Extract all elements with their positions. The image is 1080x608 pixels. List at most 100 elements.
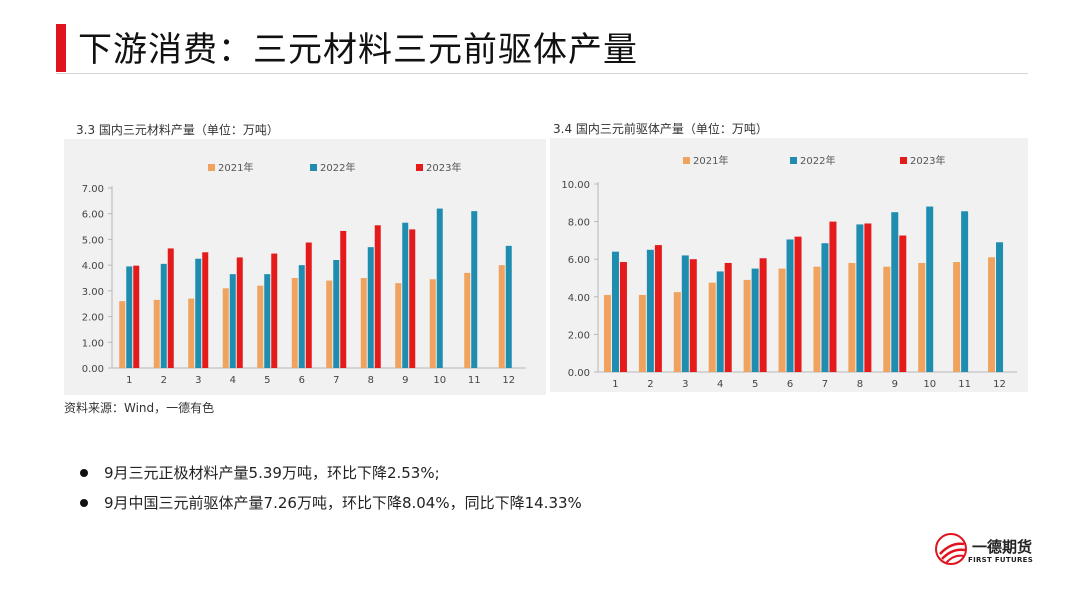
bar [953, 262, 961, 372]
bar [133, 265, 140, 368]
y-tick-label: 4.00 [82, 261, 104, 272]
legend-label: 2022年 [800, 154, 835, 167]
bar [786, 239, 794, 372]
bar [794, 236, 802, 372]
legend-label: 2023年 [910, 154, 945, 167]
bar [305, 242, 312, 368]
chart-panel-right: 0.00 2.00 4.00 6.00 8.00 10.00 1 2 3 4 5 6 7 8 9 10 11 12… [550, 138, 1028, 392]
bar [395, 283, 402, 368]
bar [126, 266, 133, 368]
x-tick-label: 3 [195, 375, 201, 386]
x-tick-label: 10 [433, 375, 446, 386]
bullet-dot-icon [80, 469, 88, 477]
bullet-text: 9月中国三元前驱体产量7.26万吨，环比下降8.04%，同比下降14.33% [104, 494, 582, 512]
company-logo: 一德期货 FIRST FUTURES [934, 532, 1034, 576]
bar [603, 294, 611, 372]
title-accent-bar [56, 24, 66, 72]
x-tick-label: 4 [230, 375, 236, 386]
x-tick-label: 7 [822, 379, 828, 390]
bar [646, 249, 654, 372]
chart-title-right: 3.4 国内三元前驱体产量（单位：万吨） [553, 122, 768, 136]
page-title: 下游消费：三元材料三元前驱体产量 [78, 30, 638, 70]
bullet-dot-icon [80, 499, 88, 507]
bar [195, 258, 202, 368]
bar [848, 262, 856, 372]
bar [743, 279, 751, 372]
x-tick-label: 1 [126, 375, 132, 386]
bar [257, 285, 264, 368]
bar [229, 274, 236, 368]
bar [236, 257, 243, 368]
y-tick-label: 5.00 [82, 235, 104, 246]
bar [856, 224, 864, 372]
x-tick-label: 11 [468, 375, 481, 386]
legend-swatch [790, 157, 797, 164]
y-tick-label: 8.00 [568, 218, 590, 229]
x-tick-label: 2 [647, 379, 653, 390]
bar [654, 245, 662, 372]
bar [821, 243, 829, 372]
x-tick-label: 12 [993, 379, 1006, 390]
x-tick-label: 8 [857, 379, 863, 390]
bullet-text: 9月三元正极材料产量5.39万吨，环比下降2.53%; [104, 464, 440, 482]
legend-swatch [683, 157, 690, 164]
bar [471, 211, 478, 368]
bar [367, 247, 374, 368]
bar [778, 268, 786, 372]
bar [988, 257, 996, 372]
logo-name: 一德期货 [972, 538, 1033, 556]
y-tick-label: 0.00 [82, 364, 104, 375]
bar [961, 211, 969, 372]
y-tick-label: 7.00 [82, 184, 104, 195]
legend-swatch [310, 164, 317, 171]
x-tick-label: 12 [502, 375, 515, 386]
bar [374, 225, 381, 368]
bar [759, 258, 767, 372]
x-tick-label: 11 [958, 379, 971, 390]
bar [829, 221, 837, 372]
bar [883, 266, 891, 372]
bar [222, 288, 229, 368]
source-note: 资料来源：Wind，一德有色 [64, 401, 215, 415]
y-tick-label: 2.00 [82, 313, 104, 324]
x-tick-label: 7 [333, 375, 339, 386]
x-tick-label: 8 [368, 375, 374, 386]
legend-label: 2022年 [320, 161, 355, 174]
y-tick-label: 10.00 [561, 180, 590, 191]
bar [436, 208, 443, 368]
x-tick-label: 1 [612, 379, 618, 390]
x-tick-label: 2 [161, 375, 167, 386]
bullet-list: 9月三元正极材料产量5.39万吨，环比下降2.53%; 9月中国三元前驱体产量7… [78, 462, 582, 522]
bar [813, 266, 821, 372]
bar [464, 272, 471, 368]
bar [996, 242, 1004, 372]
legend-swatch [208, 164, 215, 171]
bar [899, 235, 907, 372]
bar [498, 265, 505, 368]
legend-label: 2021年 [693, 154, 728, 167]
bar [891, 212, 899, 372]
bar [160, 263, 167, 368]
bar [724, 262, 732, 372]
y-tick-label: 1.00 [82, 338, 104, 349]
bar [409, 229, 416, 368]
bar [751, 268, 759, 372]
y-tick-label: 3.00 [82, 287, 104, 298]
bar [291, 278, 298, 368]
y-tick-label: 4.00 [568, 293, 590, 304]
bar [689, 259, 697, 372]
bar [202, 252, 209, 368]
bar [864, 223, 872, 372]
bar [918, 262, 926, 372]
legend-swatch [416, 164, 423, 171]
x-tick-label: 6 [299, 375, 305, 386]
bullet-item: 9月三元正极材料产量5.39万吨，环比下降2.53%; [78, 462, 582, 492]
y-tick-label: 2.00 [568, 330, 590, 341]
bar [119, 301, 126, 368]
bar [926, 206, 934, 372]
bar [673, 292, 681, 372]
y-tick-label: 6.00 [568, 255, 590, 266]
bar [611, 251, 619, 372]
bar [153, 299, 160, 368]
